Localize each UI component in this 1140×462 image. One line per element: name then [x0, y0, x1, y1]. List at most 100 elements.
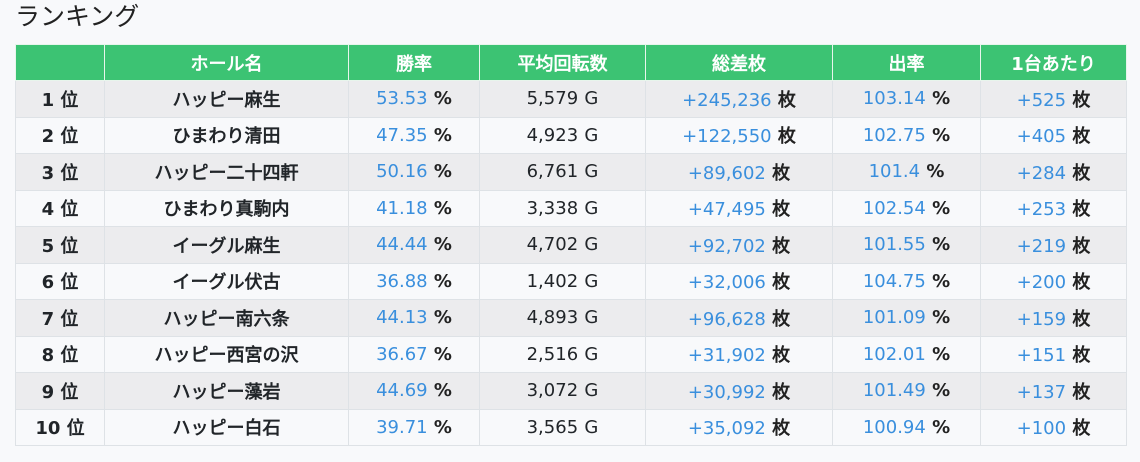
per-machine-value: +405: [1016, 126, 1067, 148]
total-diff-value: +47,495: [687, 199, 766, 221]
header-payout: 出率: [832, 44, 981, 81]
payout-value: 102.75: [862, 124, 926, 146]
avg-spins-cell: 4,702 G: [479, 226, 646, 264]
games-unit: G: [584, 234, 599, 256]
win-rate-cell: 41.18 %: [348, 189, 480, 227]
per-machine-cell: +100 枚: [980, 408, 1127, 446]
hall-name-cell: ハッピー二十四軒: [104, 153, 349, 191]
table-row: 3 位ハッピー二十四軒 50.16 % 6,761 G +89,602 枚 101.4 …: [15, 153, 1127, 191]
per-machine-value: +284: [1016, 162, 1067, 184]
per-machine-cell: +151 枚: [980, 335, 1127, 373]
per-machine-cell: +159 枚: [980, 299, 1127, 337]
percent-unit: %: [433, 88, 452, 110]
payout-cell: 103.14 %: [832, 80, 981, 118]
header-win-rate: 勝率: [348, 44, 480, 81]
total-diff-value: +89,602: [687, 162, 766, 184]
total-diff-cell: +35,092 枚: [645, 408, 833, 446]
per-machine-cell: +219 枚: [980, 226, 1127, 264]
win-rate-cell: 50.16 %: [348, 153, 480, 191]
win-rate-value: 44.69: [376, 380, 428, 402]
percent-unit: %: [433, 197, 452, 219]
rank-value: 6: [41, 272, 55, 294]
win-rate-cell: 44.44 %: [348, 226, 480, 264]
win-rate-value: 50.16: [376, 161, 428, 183]
total-diff-value: +35,092: [687, 418, 766, 440]
payout-value: 101.55: [862, 234, 926, 256]
coins-unit: 枚: [772, 235, 791, 257]
win-rate-cell: 47.35 %: [348, 116, 480, 154]
payout-cell: 102.75 %: [832, 116, 981, 154]
avg-spins-value: 2,516: [526, 343, 579, 365]
hall-name-cell: ハッピー藻岩: [104, 372, 349, 410]
rank-cell: 3 位: [15, 153, 105, 191]
table-row: 10 位ハッピー白石 39.71 % 3,565 G +35,092 枚 100.94 …: [15, 408, 1127, 446]
hall-name-cell: ハッピー白石: [104, 408, 349, 446]
rank-value: 1: [41, 89, 55, 111]
coins-unit: 枚: [1072, 126, 1091, 148]
avg-spins-value: 5,579: [526, 88, 579, 110]
percent-unit: %: [932, 343, 951, 365]
header-total-diff: 総差枚: [645, 44, 833, 81]
win-rate-value: 53.53: [376, 88, 428, 110]
total-diff-value: +31,902: [687, 345, 766, 367]
avg-spins-cell: 1,402 G: [479, 262, 646, 300]
percent-unit: %: [932, 234, 951, 256]
percent-unit: %: [932, 307, 951, 329]
rank-unit: 位: [60, 308, 79, 330]
rank-value: 7: [41, 308, 55, 330]
avg-spins-value: 6,761: [526, 161, 579, 183]
percent-unit: %: [433, 343, 452, 365]
coins-unit: 枚: [772, 381, 791, 403]
coins-unit: 枚: [772, 162, 791, 184]
payout-value: 103.14: [862, 88, 926, 110]
total-diff-cell: +245,236 枚: [645, 80, 833, 118]
total-diff-value: +96,628: [687, 308, 766, 330]
per-machine-cell: +405 枚: [980, 116, 1127, 154]
rank-unit: 位: [60, 381, 79, 403]
hall-name-cell: イーグル麻生: [104, 226, 349, 264]
coins-unit: 枚: [777, 89, 796, 111]
rank-value: 8: [41, 345, 55, 367]
avg-spins-cell: 6,761 G: [479, 153, 646, 191]
per-machine-value: +219: [1016, 235, 1067, 257]
coins-unit: 枚: [1072, 418, 1091, 440]
per-machine-value: +151: [1016, 345, 1067, 367]
win-rate-cell: 39.71 %: [348, 408, 480, 446]
games-unit: G: [584, 380, 599, 402]
total-diff-value: +30,992: [687, 381, 766, 403]
games-unit: G: [584, 197, 599, 219]
payout-value: 102.54: [862, 197, 926, 219]
payout-cell: 101.49 %: [832, 372, 981, 410]
win-rate-cell: 53.53 %: [348, 80, 480, 118]
hall-name-cell: ハッピー麻生: [104, 80, 349, 118]
avg-spins-value: 4,923: [526, 124, 579, 146]
total-diff-cell: +32,006 枚: [645, 262, 833, 300]
rank-cell: 8 位: [15, 335, 105, 373]
payout-value: 101.49: [862, 380, 926, 402]
avg-spins-value: 4,702: [526, 234, 579, 256]
games-unit: G: [584, 88, 599, 110]
coins-unit: 枚: [777, 126, 796, 148]
rank-cell: 9 位: [15, 372, 105, 410]
coins-unit: 枚: [1072, 89, 1091, 111]
avg-spins-value: 3,338: [526, 197, 579, 219]
per-machine-value: +200: [1016, 272, 1067, 294]
total-diff-cell: +30,992 枚: [645, 372, 833, 410]
percent-unit: %: [433, 380, 452, 402]
avg-spins-value: 1,402: [526, 270, 579, 292]
coins-unit: 枚: [772, 272, 791, 294]
total-diff-cell: +92,702 枚: [645, 226, 833, 264]
coins-unit: 枚: [1072, 308, 1091, 330]
table-row: 7 位ハッピー南六条 44.13 % 4,893 G +96,628 枚 101.09 …: [15, 299, 1127, 337]
per-machine-value: +100: [1016, 418, 1067, 440]
total-diff-value: +32,006: [687, 272, 766, 294]
rank-value: 3: [41, 162, 55, 184]
payout-cell: 101.4 %: [832, 153, 981, 191]
total-diff-cell: +47,495 枚: [645, 189, 833, 227]
header-hall-name: ホール名: [104, 44, 349, 81]
rank-value: 4: [41, 199, 55, 221]
table-row: 4 位ひまわり真駒内 41.18 % 3,338 G +47,495 枚 102.54 …: [15, 189, 1127, 227]
rank-value: 2: [41, 126, 55, 148]
payout-cell: 102.54 %: [832, 189, 981, 227]
rank-unit: 位: [60, 126, 79, 148]
